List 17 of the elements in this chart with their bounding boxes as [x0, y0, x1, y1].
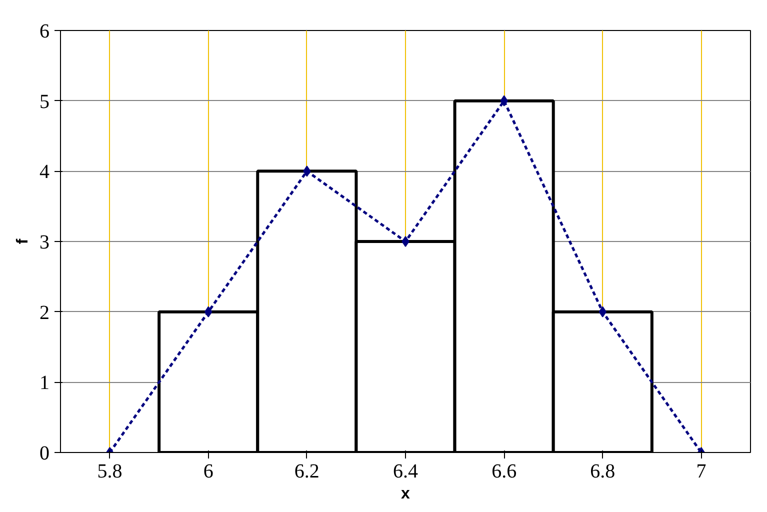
y-tick-label: 5	[40, 90, 50, 113]
y-tick-label: 3	[40, 232, 50, 254]
x-tick-label: 6.8	[590, 460, 616, 482]
x-tick-label: 6	[203, 460, 214, 482]
y-tick-label: 1	[40, 372, 50, 394]
x-tick-label: 5.8	[97, 460, 122, 482]
x-tick-label: 6.4	[393, 460, 418, 482]
x-axis-title: x	[401, 486, 410, 502]
x-tick-label: 6.6	[492, 460, 517, 482]
y-tick-label: 4	[40, 161, 50, 184]
y-tick-label: 0	[40, 442, 50, 464]
x-tick-label: 7	[696, 460, 706, 482]
y-axis-title: f	[14, 238, 32, 244]
y-tick-label: 6	[40, 20, 50, 42]
point	[402, 236, 410, 247]
x-tick-label: 6.2	[294, 460, 320, 482]
y-tick-label: 2	[40, 302, 50, 324]
